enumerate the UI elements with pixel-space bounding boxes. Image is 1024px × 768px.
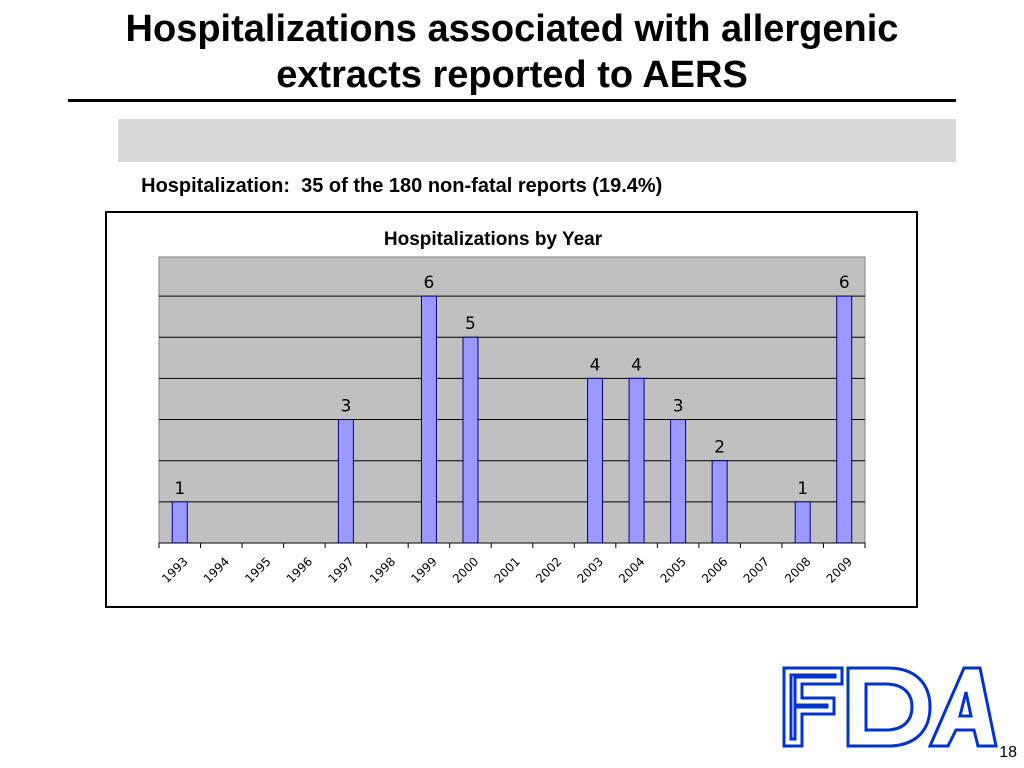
x-tick-label-1996: 1996: [284, 554, 315, 585]
data-labels: 1 3 6 5 4 4 3 2 1 6: [174, 273, 849, 499]
x-tick-label-2008: 2008: [782, 554, 813, 585]
page-number: 18: [999, 744, 1017, 761]
bar-2000: [462, 336, 479, 544]
bar-2005: [670, 419, 687, 544]
x-tick-label-2000: 2000: [450, 554, 481, 585]
data-label-2003: 4: [590, 355, 601, 375]
bar-2004: [628, 377, 645, 544]
data-label-2008: 1: [797, 479, 808, 499]
x-tick-label-2006: 2006: [699, 554, 730, 585]
x-tick-label-2002: 2002: [533, 554, 564, 585]
x-tick-label-2007: 2007: [741, 554, 772, 585]
chart-title: Hospitalizations by Year: [384, 229, 603, 250]
plot-area: [158, 256, 866, 544]
bar-2008: [794, 501, 811, 544]
bar-1999: [420, 295, 437, 544]
x-tick-label-1998: 1998: [367, 554, 398, 585]
x-tick-label-1999: 1999: [408, 554, 439, 585]
data-label-2006: 2: [714, 438, 725, 458]
bar-2009: [836, 295, 853, 544]
chart-frame: Hospitalizations by Year 1 3 6 5 4 4 3 2 1 6 1993…: [105, 211, 918, 608]
data-label-1993: 1: [174, 479, 185, 499]
slide-title-line-2: extracts reported to AERS: [276, 54, 748, 96]
slide-title: Hospitalizations associated with allerge…: [0, 6, 1024, 98]
data-label-2005: 3: [673, 397, 684, 417]
title-divider: [68, 99, 956, 102]
data-label-2009: 6: [839, 273, 850, 293]
x-tick-label-1997: 1997: [325, 554, 356, 585]
bars: [171, 295, 853, 544]
summary-text: Hospitalization: 35 of the 180 non-fatal…: [141, 175, 663, 197]
x-tick-label-1995: 1995: [242, 554, 273, 585]
fda-logo: [782, 666, 998, 748]
x-tick-label-2003: 2003: [574, 554, 605, 585]
slide-title-line-1: Hospitalizations associated with allerge…: [125, 8, 899, 50]
data-label-1997: 3: [340, 397, 351, 417]
x-tick-label-2001: 2001: [491, 554, 522, 585]
x-tick-label-2004: 2004: [616, 554, 647, 585]
x-tick-label-2009: 2009: [824, 554, 855, 585]
bar-2003: [587, 377, 604, 544]
summary-box: Hospitalization: 35 of the 180 non-fatal…: [118, 119, 956, 197]
x-tick-label-2005: 2005: [658, 554, 689, 585]
x-tick-label-1994: 1994: [201, 554, 232, 585]
bar-1993: [171, 501, 188, 544]
data-label-1999: 6: [424, 273, 435, 293]
x-tick-label-1993: 1993: [159, 554, 190, 585]
x-axis: 1993 1994 1995 1996 1997 1998 1999 2000 2001 2002…: [158, 542, 866, 586]
hospitalizations-bar-chart: Hospitalizations by Year 1 3 6 5 4 4 3 2 1 6 1993…: [158, 229, 866, 586]
data-label-2000: 5: [465, 314, 476, 334]
bar-1997: [337, 419, 354, 544]
data-label-2004: 4: [631, 355, 642, 375]
bar-2006: [711, 460, 728, 544]
gridlines: [159, 295, 865, 503]
